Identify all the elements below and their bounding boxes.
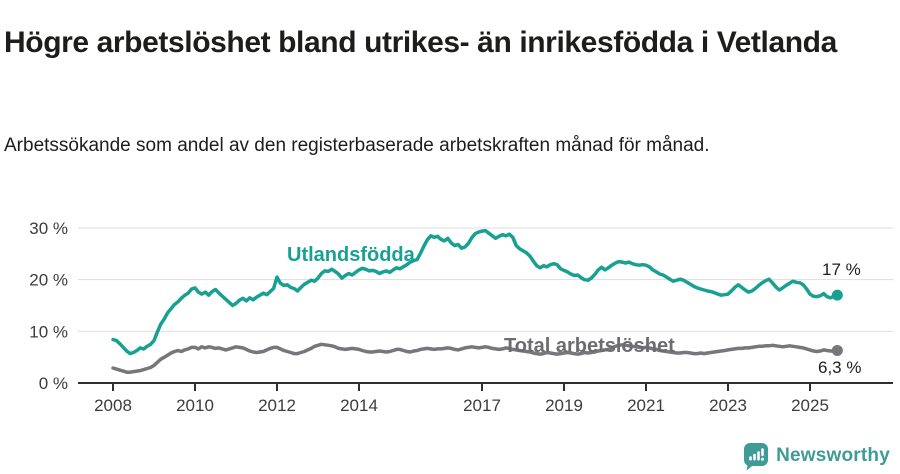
series-line-total (111, 342, 840, 374)
x-axis-labels: 2008 2010 2012 2014 2017 2019 2021 2023 2025 (94, 396, 829, 415)
x-tick-label-2010: 2010 (176, 396, 214, 415)
y-tick-label-30: 30 % (29, 219, 68, 238)
y-tick-label-0: 0 % (39, 374, 68, 393)
x-tick-label-2008: 2008 (94, 396, 132, 415)
x-tick-label-2021: 2021 (627, 396, 665, 415)
end-dot-total (831, 344, 843, 356)
gridlines (78, 227, 893, 332)
x-axis (78, 382, 893, 391)
newsworthy-wordmark: Newsworthy (776, 445, 890, 466)
series-label-utlandsfodda: Utlandsfödda (287, 244, 415, 266)
end-dot-utlandsfodda (831, 289, 843, 301)
end-value-label-utlandsfodda: 17 % (822, 260, 861, 279)
newsworthy-bubble-icon (744, 442, 769, 470)
x-tick-label-2023: 2023 (709, 396, 747, 415)
x-tick-label-2012: 2012 (258, 396, 296, 415)
end-value-label-total: 6,3 % (818, 358, 862, 377)
x-tick-label-2019: 2019 (545, 396, 583, 415)
y-axis-labels: 0 % 10 % 20 % 30 % (29, 219, 68, 393)
y-tick-label-10: 10 % (29, 322, 68, 341)
series-label-total: Total arbetslöshet (504, 335, 675, 357)
x-tick-label-2025: 2025 (791, 396, 829, 415)
series-end-dots (831, 289, 843, 356)
series-lines (111, 228, 840, 374)
y-tick-label-20: 20 % (29, 271, 68, 290)
x-tick-label-2014: 2014 (340, 396, 378, 415)
chart-subtitle: Arbetssökande som andel av den registerb… (4, 135, 710, 156)
series-line-utlandsfodda (111, 228, 840, 356)
chart-title: Högre arbetslöshet bland utrikes- än inr… (4, 26, 837, 60)
x-tick-label-2017: 2017 (463, 396, 501, 415)
newsworthy-logo: Newsworthy (743, 441, 890, 471)
